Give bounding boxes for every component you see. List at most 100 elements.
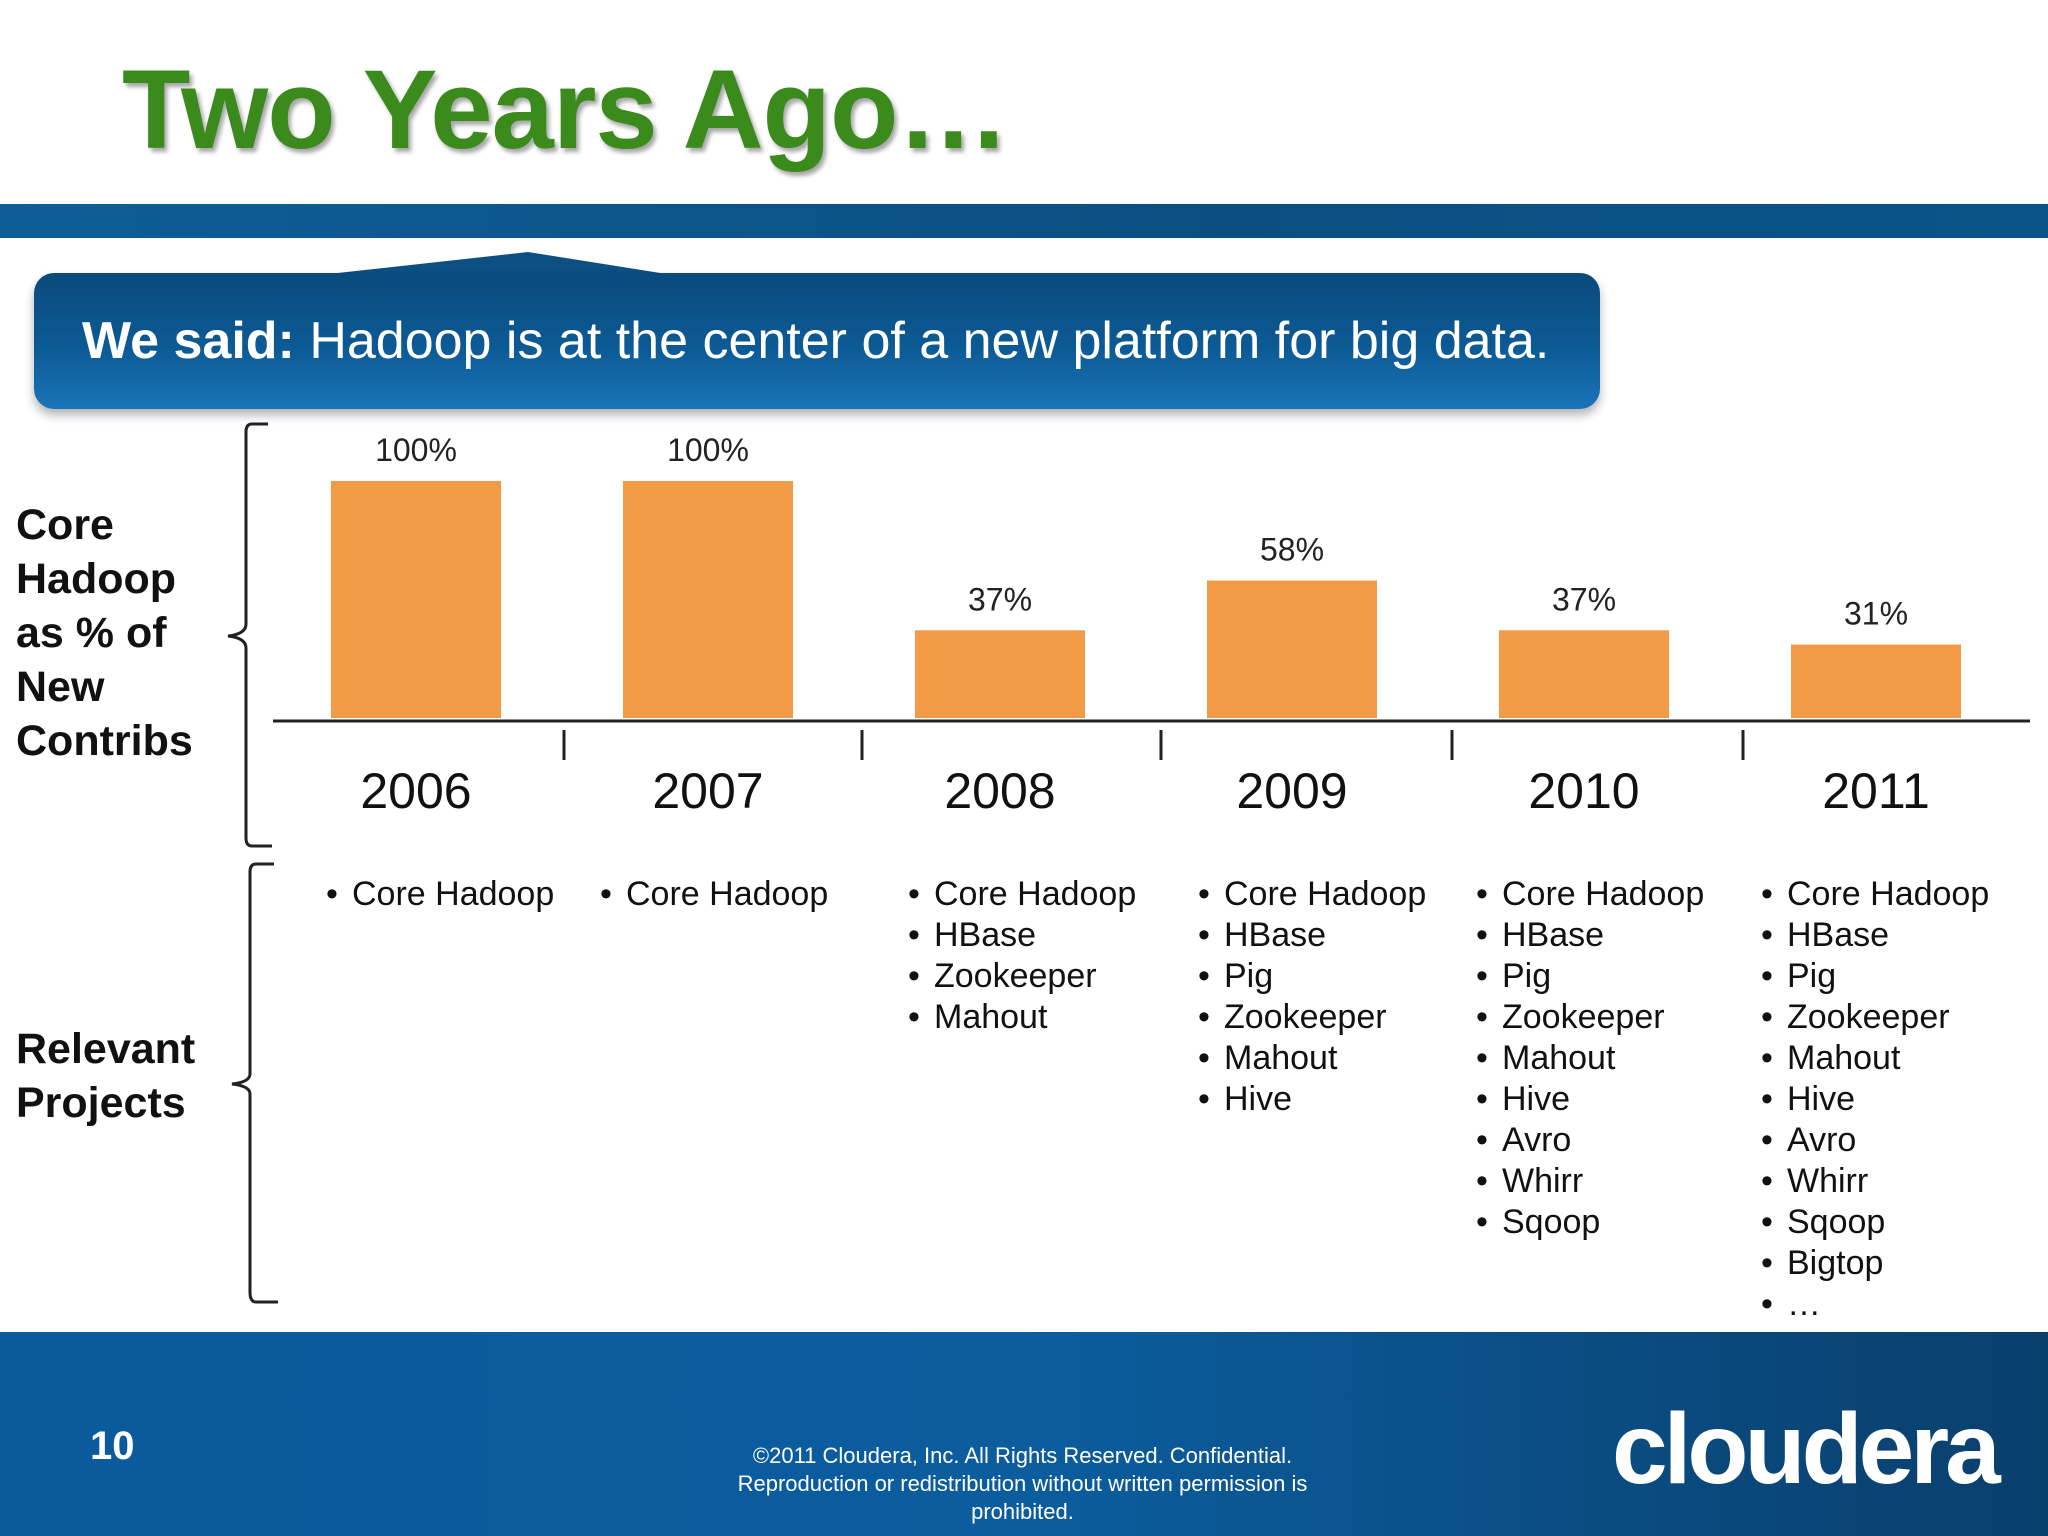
data-label-2010: 37% [1552,581,1616,617]
bullet-icon: • [1476,1162,1488,1200]
project-name: Core Hadoop [1224,875,1427,913]
project-item: • HBase [1476,915,1704,956]
project-item: • Pig [1761,956,1989,997]
bullet-icon: • [1198,916,1210,954]
project-item: • Mahout [908,997,1136,1038]
project-list: • Core Hadoop [600,874,828,915]
bullet-icon: • [1198,1039,1210,1077]
bullet-icon: • [908,957,920,995]
project-item: • Zookeeper [1476,997,1704,1038]
projects-brace [231,862,278,1304]
project-item: • Core Hadoop [1761,874,1989,915]
bullet-icon: • [1476,875,1488,913]
project-item: • Sqoop [1761,1202,1989,1243]
footer-bar: 10 ©2011 Cloudera, Inc. All Rights Reser… [0,1332,2048,1536]
project-name: Core Hadoop [1787,875,1990,913]
project-item: • Zookeeper [908,956,1136,997]
bullet-icon: • [1761,1080,1773,1118]
bullet-icon: • [1761,1285,1773,1323]
bullet-icon: • [1198,875,1210,913]
data-label-2011: 31% [1844,596,1908,632]
project-name: Mahout [1224,1039,1338,1077]
project-list: • Core Hadoop • HBase • Pig • Zookeeper • Mahout •… [1761,874,1989,1325]
project-name: Hive [1787,1080,1856,1118]
data-label-2008: 37% [968,581,1032,617]
projects-column-2008: • Core Hadoop • HBase • Zookeeper • Mahout [908,874,1136,1038]
project-name: Avro [1787,1121,1857,1159]
bullet-icon: • [1761,1244,1773,1282]
copyright-notice: ©2011 Cloudera, Inc. All Rights Reserved… [737,1443,1308,1524]
bullet-icon: • [1761,998,1773,1036]
projects-column-2007: • Core Hadoop [600,874,828,915]
x-tick-label-2011: 2011 [1822,763,1930,819]
project-name: HBase [1224,916,1327,954]
bullet-icon: • [1761,1039,1773,1077]
project-item: • Core Hadoop [908,874,1136,915]
project-list: • Core Hadoop • HBase • Zookeeper • Mahout [908,874,1136,1038]
project-name: Hive [1224,1080,1293,1118]
project-name: Pig [1502,957,1552,995]
projects-column-2011: • Core Hadoop • HBase • Pig • Zookeeper • Mahout •… [1761,874,1989,1325]
bullet-icon: • [326,875,338,913]
project-name: Pig [1224,957,1274,995]
project-item: • Whirr [1476,1161,1704,1202]
bullet-icon: • [1761,1162,1773,1200]
projects-side-label: Relevant Projects [16,1025,196,1127]
project-name: HBase [934,916,1037,954]
data-label-2009: 58% [1260,532,1324,568]
project-item: • Pig [1476,956,1704,997]
project-item: • Zookeeper [1198,997,1426,1038]
bullet-icon: • [1476,1039,1488,1077]
projects-column-2009: • Core Hadoop • HBase • Pig • Zookeeper • Mahout •… [1198,874,1426,1120]
project-name: Whirr [1502,1162,1584,1200]
project-item: • Whirr [1761,1161,1989,1202]
project-item: • Hive [1761,1079,1989,1120]
project-list: • Core Hadoop • HBase • Pig • Zookeeper • Mahout •… [1476,874,1704,1243]
bar-2010 [1499,630,1669,718]
bullet-icon: • [1476,1203,1488,1241]
project-item: • Core Hadoop [1476,874,1704,915]
project-name: Bigtop [1787,1244,1884,1282]
project-name: HBase [1502,916,1605,954]
bar-2008 [915,630,1085,718]
project-item: • Sqoop [1476,1202,1704,1243]
page-number: 10 [90,1424,135,1468]
project-item: • Mahout [1198,1038,1426,1079]
bar-2009 [1207,580,1377,718]
bullet-icon: • [908,998,920,1036]
project-item: • Avro [1476,1120,1704,1161]
project-list: • Core Hadoop • HBase • Pig • Zookeeper • Mahout •… [1198,874,1426,1120]
data-label-2006: 100% [375,432,457,468]
slide-title: Two Years Ago… [122,47,1009,172]
project-name: Zookeeper [934,957,1097,995]
project-item: • Core Hadoop [1198,874,1426,915]
project-item: • Bigtop [1761,1243,1989,1284]
project-item: • Hive [1198,1079,1426,1120]
project-item: • HBase [908,915,1136,956]
bullet-icon: • [600,875,612,913]
bullet-icon: • [1761,1203,1773,1241]
project-name: Zookeeper [1502,998,1665,1036]
project-name: Core Hadoop [352,875,555,913]
bullet-icon: • [1476,916,1488,954]
bullet-icon: • [908,916,920,954]
bar-chart: 100% 2006 100% 2007 37% 2008 58% 2009 37% 2010 31%… [273,432,2030,819]
project-name: Mahout [934,998,1048,1036]
project-name: Sqoop [1502,1203,1601,1241]
project-name: Hive [1502,1080,1571,1118]
bar-2011 [1791,644,1961,718]
project-name: Zookeeper [1787,998,1950,1036]
bullet-icon: • [1198,998,1210,1036]
project-item: • Hive [1476,1079,1704,1120]
header-band [0,204,2048,238]
callout-body: Hadoop is at the center of a new platfor… [294,312,1550,370]
bullet-icon: • [1476,998,1488,1036]
bullet-icon: • [1761,916,1773,954]
project-item: •… [1761,1284,1989,1325]
x-tick-label-2010: 2010 [1528,763,1639,819]
project-name: Pig [1787,957,1837,995]
projects-column-2010: • Core Hadoop • HBase • Pig • Zookeeper • Mahout •… [1476,874,1704,1243]
project-name: Core Hadoop [1502,875,1705,913]
project-item: • Core Hadoop [600,874,828,915]
project-name: … [1787,1285,1821,1323]
